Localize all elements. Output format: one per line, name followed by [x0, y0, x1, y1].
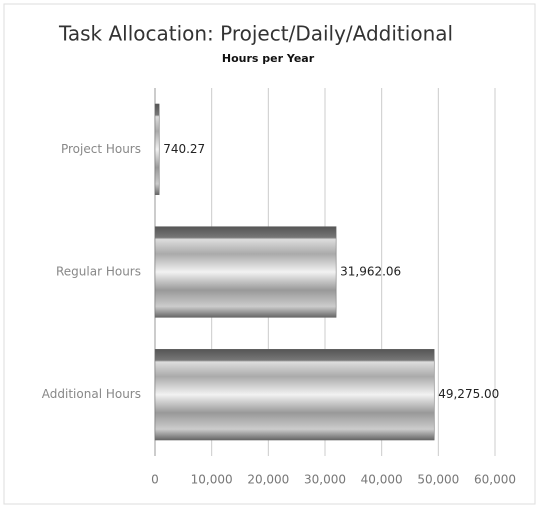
chart-title: Task Allocation: Project/Daily/Additiona…: [58, 22, 453, 46]
x-tick-label: 10,000: [191, 473, 233, 487]
bar: [154, 226, 337, 318]
x-tick-label: 30,000: [304, 473, 346, 487]
chart-subtitle: Hours per Year: [222, 52, 315, 65]
value-label: 49,275.00: [438, 387, 499, 401]
y-tick-label: Project Hours: [61, 142, 141, 156]
x-tick-label: 40,000: [361, 473, 403, 487]
value-label: 740.27: [163, 142, 205, 156]
bar: [154, 349, 435, 441]
x-tick-label: 60,000: [474, 473, 516, 487]
bar: [154, 103, 160, 195]
y-tick-label: Regular Hours: [56, 265, 141, 279]
x-tick-label: 0: [151, 473, 159, 487]
y-tick-label: Additional Hours: [42, 387, 141, 401]
x-tick-label: 50,000: [417, 473, 459, 487]
value-label: 31,962.06: [340, 265, 401, 279]
x-tick-label: 20,000: [247, 473, 289, 487]
